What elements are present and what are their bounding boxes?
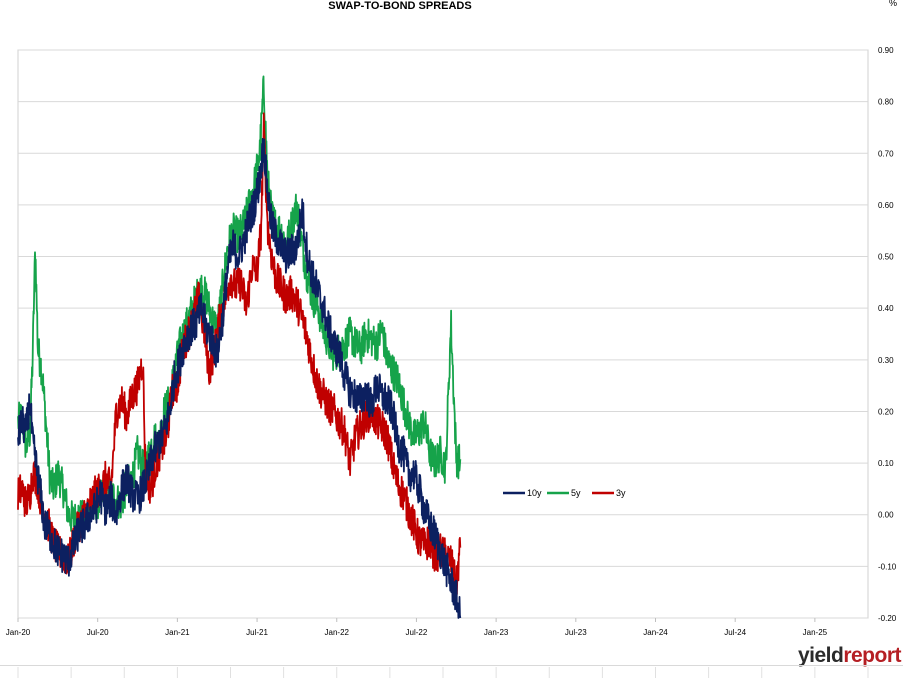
y-tick-label: 0.90 (878, 46, 894, 55)
y-axis-ticks: 0.90 0.80 0.70 0.60 0.50 0.40 0.30 0.20 0.10 0.00… (878, 46, 897, 623)
y-tick-label: 0.80 (878, 98, 894, 107)
chart-title: SWAP-TO-BOND SPREADS (328, 0, 472, 12)
y-tick-label: -0.10 (878, 562, 897, 571)
brand-logo-part2: report (843, 644, 901, 667)
bottom-bar (0, 665, 903, 678)
y-tick-label: 0.60 (878, 201, 894, 210)
plot-frame (17, 49, 869, 619)
x-tick-label: Jul-21 (246, 628, 268, 637)
x-tick-label: Jan-23 (484, 628, 509, 637)
x-tick-label: Jul-23 (565, 628, 587, 637)
legend-label-5y: 5y (571, 488, 581, 498)
y-tick-label: 0.10 (878, 459, 894, 468)
brand-logo: yieldreport (797, 644, 902, 668)
x-tick-label: Jul-24 (724, 628, 746, 637)
legend: 10y 5y 3y (503, 488, 626, 498)
y-tick-label: 0.50 (878, 253, 894, 262)
y-tick-label: 0.70 (878, 149, 894, 158)
gridlines (17, 49, 869, 619)
y-tick-label: -0.20 (878, 614, 897, 623)
y-tick-label: 0.20 (878, 407, 894, 416)
x-tick-label: Jan-24 (643, 628, 668, 637)
brand-logo-part1: yield (797, 644, 844, 667)
y-tick-label: 0.30 (878, 356, 894, 365)
x-tick-label: Jan-21 (165, 628, 190, 637)
x-tick-label: Jul-22 (406, 628, 428, 637)
x-tick-label: Jan-25 (803, 628, 828, 637)
legend-label-10y: 10y (527, 488, 542, 498)
unit-label: % (888, 0, 897, 8)
x-tick-label: Jan-20 (6, 628, 31, 637)
x-axis-ticks: Jan-20 Jul-20 Jan-21 Jul-21 Jan-22 Jul-22 Jan-… (6, 618, 869, 678)
series-line-10y (17, 137, 462, 619)
x-tick-label: Jan-22 (325, 628, 350, 637)
series-lines (17, 75, 462, 619)
legend-label-3y: 3y (616, 488, 626, 498)
series-line-3y (17, 112, 462, 598)
x-tick-label: Jul-20 (87, 628, 109, 637)
y-tick-label: 0.40 (878, 304, 894, 313)
y-tick-label: 0.00 (878, 511, 894, 520)
